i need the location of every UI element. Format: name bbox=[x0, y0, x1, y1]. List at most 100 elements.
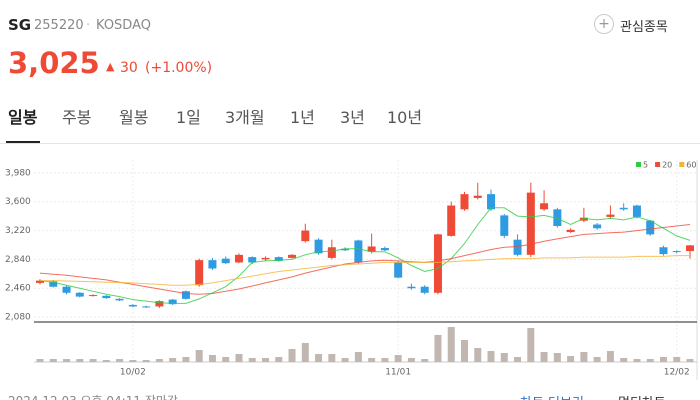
volume-bar bbox=[275, 357, 283, 362]
moving-average-line bbox=[40, 255, 690, 286]
candle-body bbox=[526, 192, 535, 255]
tab[interactable]: 10년 bbox=[387, 108, 423, 127]
candle-body bbox=[128, 304, 137, 307]
stock-code: 255220 bbox=[34, 18, 84, 33]
candle-body bbox=[500, 215, 509, 236]
candle-body bbox=[593, 224, 602, 229]
multi-chart-link[interactable]: 멀티차트 bbox=[618, 392, 666, 400]
add-icon[interactable]: + bbox=[594, 14, 614, 34]
y-tick-label: 3,980 bbox=[5, 168, 31, 178]
volume-bar bbox=[434, 335, 442, 362]
candle-body bbox=[221, 258, 230, 264]
candle-body bbox=[447, 205, 456, 236]
candle-body bbox=[420, 286, 429, 293]
volume-bar bbox=[49, 359, 57, 362]
volume-bar bbox=[341, 358, 349, 362]
watch-button[interactable]: 관심종목 bbox=[620, 20, 668, 35]
candle-body bbox=[181, 291, 190, 299]
candle-body bbox=[606, 214, 615, 217]
volume-bar bbox=[580, 352, 588, 362]
tab[interactable]: 월봉 bbox=[119, 108, 149, 127]
volume-bar bbox=[129, 360, 137, 362]
candle-body bbox=[115, 298, 124, 301]
volume-bar bbox=[315, 354, 323, 362]
candle-body bbox=[460, 194, 469, 210]
x-tick-label: 12/02 bbox=[664, 368, 690, 378]
candle-body bbox=[487, 194, 496, 210]
candle-body bbox=[646, 220, 655, 235]
volume-bar bbox=[169, 358, 177, 362]
legend-label: 5 bbox=[643, 161, 648, 170]
volume-bar bbox=[36, 359, 44, 362]
volume-bar bbox=[301, 343, 309, 362]
legend-label: 60 bbox=[686, 161, 696, 170]
moving-average-line bbox=[39, 224, 691, 295]
y-tick-label: 2,840 bbox=[5, 255, 31, 265]
x-tick-label: 10/02 bbox=[120, 368, 146, 378]
volume-bar bbox=[500, 353, 508, 362]
volume-bar bbox=[102, 360, 110, 362]
volume-bar bbox=[407, 358, 415, 362]
candle-body bbox=[354, 240, 363, 263]
candle-body bbox=[513, 239, 522, 255]
chart-link[interactable]: 차트 더보기 bbox=[520, 392, 584, 400]
tab[interactable]: 3개월 bbox=[225, 108, 265, 127]
tab[interactable]: 일봉 bbox=[8, 108, 38, 127]
change-arrow: ▲ bbox=[106, 60, 115, 73]
timestamp: 2024.12.03 오후 04:11 장마감 bbox=[8, 392, 178, 400]
volume-bar bbox=[368, 358, 376, 362]
tab[interactable]: 1년 bbox=[290, 108, 315, 127]
y-tick-label: 2,080 bbox=[5, 313, 31, 323]
volume-bar bbox=[195, 350, 203, 362]
moving-average-line bbox=[39, 207, 691, 304]
candle-body bbox=[659, 247, 668, 255]
candle-body bbox=[553, 209, 562, 227]
tab[interactable]: 주봉 bbox=[62, 108, 92, 127]
volume-bar bbox=[606, 351, 614, 362]
candle-body bbox=[288, 254, 297, 258]
change: 30 bbox=[120, 60, 138, 76]
candle-body bbox=[314, 239, 323, 254]
volume-bar bbox=[222, 357, 230, 362]
tab[interactable]: 3년 bbox=[340, 108, 365, 127]
volume-bar bbox=[288, 349, 296, 362]
tab[interactable]: 1일 bbox=[176, 108, 201, 127]
candle-body bbox=[540, 203, 549, 210]
volume-bar bbox=[116, 359, 124, 362]
volume-bar bbox=[659, 357, 667, 362]
volume-bar bbox=[354, 352, 362, 362]
candle-body bbox=[248, 257, 257, 263]
candle-body bbox=[274, 257, 283, 261]
market: KOSDAQ bbox=[96, 18, 151, 33]
volume-bar bbox=[487, 351, 495, 362]
candle-body bbox=[261, 257, 270, 260]
volume-bar bbox=[673, 357, 681, 362]
volume-bar bbox=[89, 359, 97, 362]
volume-bar bbox=[421, 359, 429, 362]
candle-body bbox=[301, 230, 310, 242]
stock-name: SG bbox=[8, 16, 32, 34]
legend-swatch bbox=[636, 162, 641, 167]
volume-bar bbox=[248, 358, 256, 362]
candle-body bbox=[566, 229, 575, 233]
tab-underline bbox=[6, 141, 40, 143]
candle-body bbox=[394, 262, 403, 278]
candle-body bbox=[142, 306, 151, 308]
volume-bar bbox=[646, 359, 654, 362]
candle-body bbox=[75, 292, 84, 297]
candle-body bbox=[407, 286, 416, 289]
price: 3,025 bbox=[8, 46, 100, 80]
candle-body bbox=[579, 217, 588, 221]
volume-bar bbox=[620, 358, 628, 362]
divider bbox=[0, 143, 700, 144]
candle-body bbox=[208, 260, 217, 269]
volume-bar bbox=[262, 358, 270, 362]
candle-body bbox=[619, 207, 628, 210]
legend-swatch bbox=[679, 162, 685, 167]
volume-bar bbox=[633, 359, 641, 362]
candle-body bbox=[341, 248, 350, 251]
volume-bar bbox=[235, 354, 243, 362]
separator: · bbox=[86, 18, 91, 33]
